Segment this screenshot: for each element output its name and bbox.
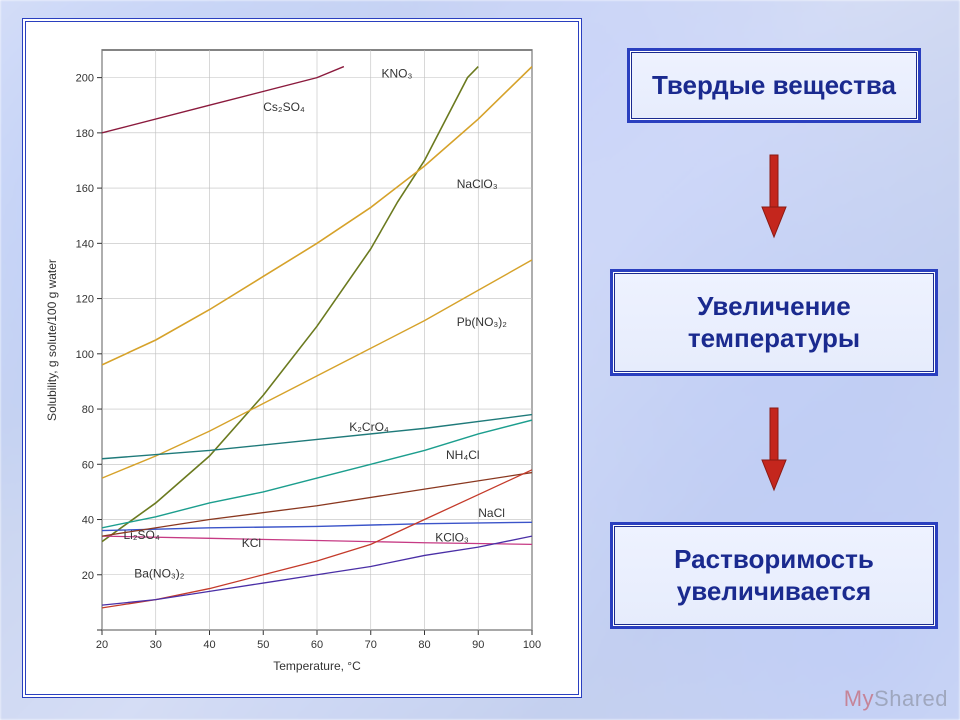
svg-text:60: 60 bbox=[82, 459, 94, 471]
svg-text:70: 70 bbox=[365, 639, 377, 651]
svg-text:40: 40 bbox=[82, 515, 94, 527]
box-solids: Твердые вещества bbox=[627, 48, 921, 123]
svg-text:40: 40 bbox=[203, 639, 215, 651]
svg-text:NH₄Cl: NH₄Cl bbox=[446, 448, 480, 462]
svg-text:NaClO₃: NaClO₃ bbox=[457, 177, 498, 191]
svg-text:Pb(NO₃)₂: Pb(NO₃)₂ bbox=[457, 315, 508, 329]
svg-text:100: 100 bbox=[523, 639, 541, 651]
svg-text:180: 180 bbox=[76, 128, 94, 140]
svg-text:K₂CrO₄: K₂CrO₄ bbox=[349, 420, 389, 434]
box-solids-text: Твердые вещества bbox=[652, 69, 896, 102]
solubility-chart: 20 30 40 50 60 70 80 90 100 20 40 60 80 100 120 140 160 1… bbox=[28, 32, 572, 692]
svg-text:20: 20 bbox=[96, 639, 108, 651]
svg-text:120: 120 bbox=[76, 294, 94, 306]
svg-text:Temperature, °C: Temperature, °C bbox=[273, 659, 361, 673]
svg-text:NaCl: NaCl bbox=[478, 506, 505, 520]
svg-text:Ba(NO₃)₂: Ba(NO₃)₂ bbox=[134, 567, 185, 581]
box-temperature: Увеличение температуры bbox=[610, 269, 938, 376]
svg-text:200: 200 bbox=[76, 73, 94, 85]
solubility-chart-frame: 20 30 40 50 60 70 80 90 100 20 40 60 80 100 120 140 160 1… bbox=[22, 18, 582, 698]
svg-text:90: 90 bbox=[472, 639, 484, 651]
svg-text:20: 20 bbox=[82, 570, 94, 582]
svg-text:160: 160 bbox=[76, 183, 94, 195]
svg-text:100: 100 bbox=[76, 349, 94, 361]
box-temperature-text: Увеличение температуры bbox=[635, 290, 913, 355]
box-solubility-text: Растворимость увеличивается bbox=[635, 543, 913, 608]
svg-text:Solubility, g solute/100 g wat: Solubility, g solute/100 g water bbox=[45, 259, 59, 421]
svg-text:80: 80 bbox=[418, 639, 430, 651]
svg-text:KCl: KCl bbox=[242, 536, 261, 550]
svg-text:Cs₂SO₄: Cs₂SO₄ bbox=[263, 100, 305, 114]
svg-text:KClO₃: KClO₃ bbox=[435, 531, 469, 545]
box-solubility: Растворимость увеличивается bbox=[610, 522, 938, 629]
side-panel: Твердые вещества Увеличение температуры … bbox=[610, 18, 938, 629]
main-layout: 20 30 40 50 60 70 80 90 100 20 40 60 80 100 120 140 160 1… bbox=[0, 0, 960, 720]
svg-text:50: 50 bbox=[257, 639, 269, 651]
svg-text:60: 60 bbox=[311, 639, 323, 651]
arrow-down-icon bbox=[758, 151, 790, 241]
svg-text:140: 140 bbox=[76, 238, 94, 250]
svg-text:30: 30 bbox=[150, 639, 162, 651]
svg-text:80: 80 bbox=[82, 404, 94, 416]
arrow-down-icon bbox=[758, 404, 790, 494]
svg-text:KNO₃: KNO₃ bbox=[382, 67, 413, 81]
